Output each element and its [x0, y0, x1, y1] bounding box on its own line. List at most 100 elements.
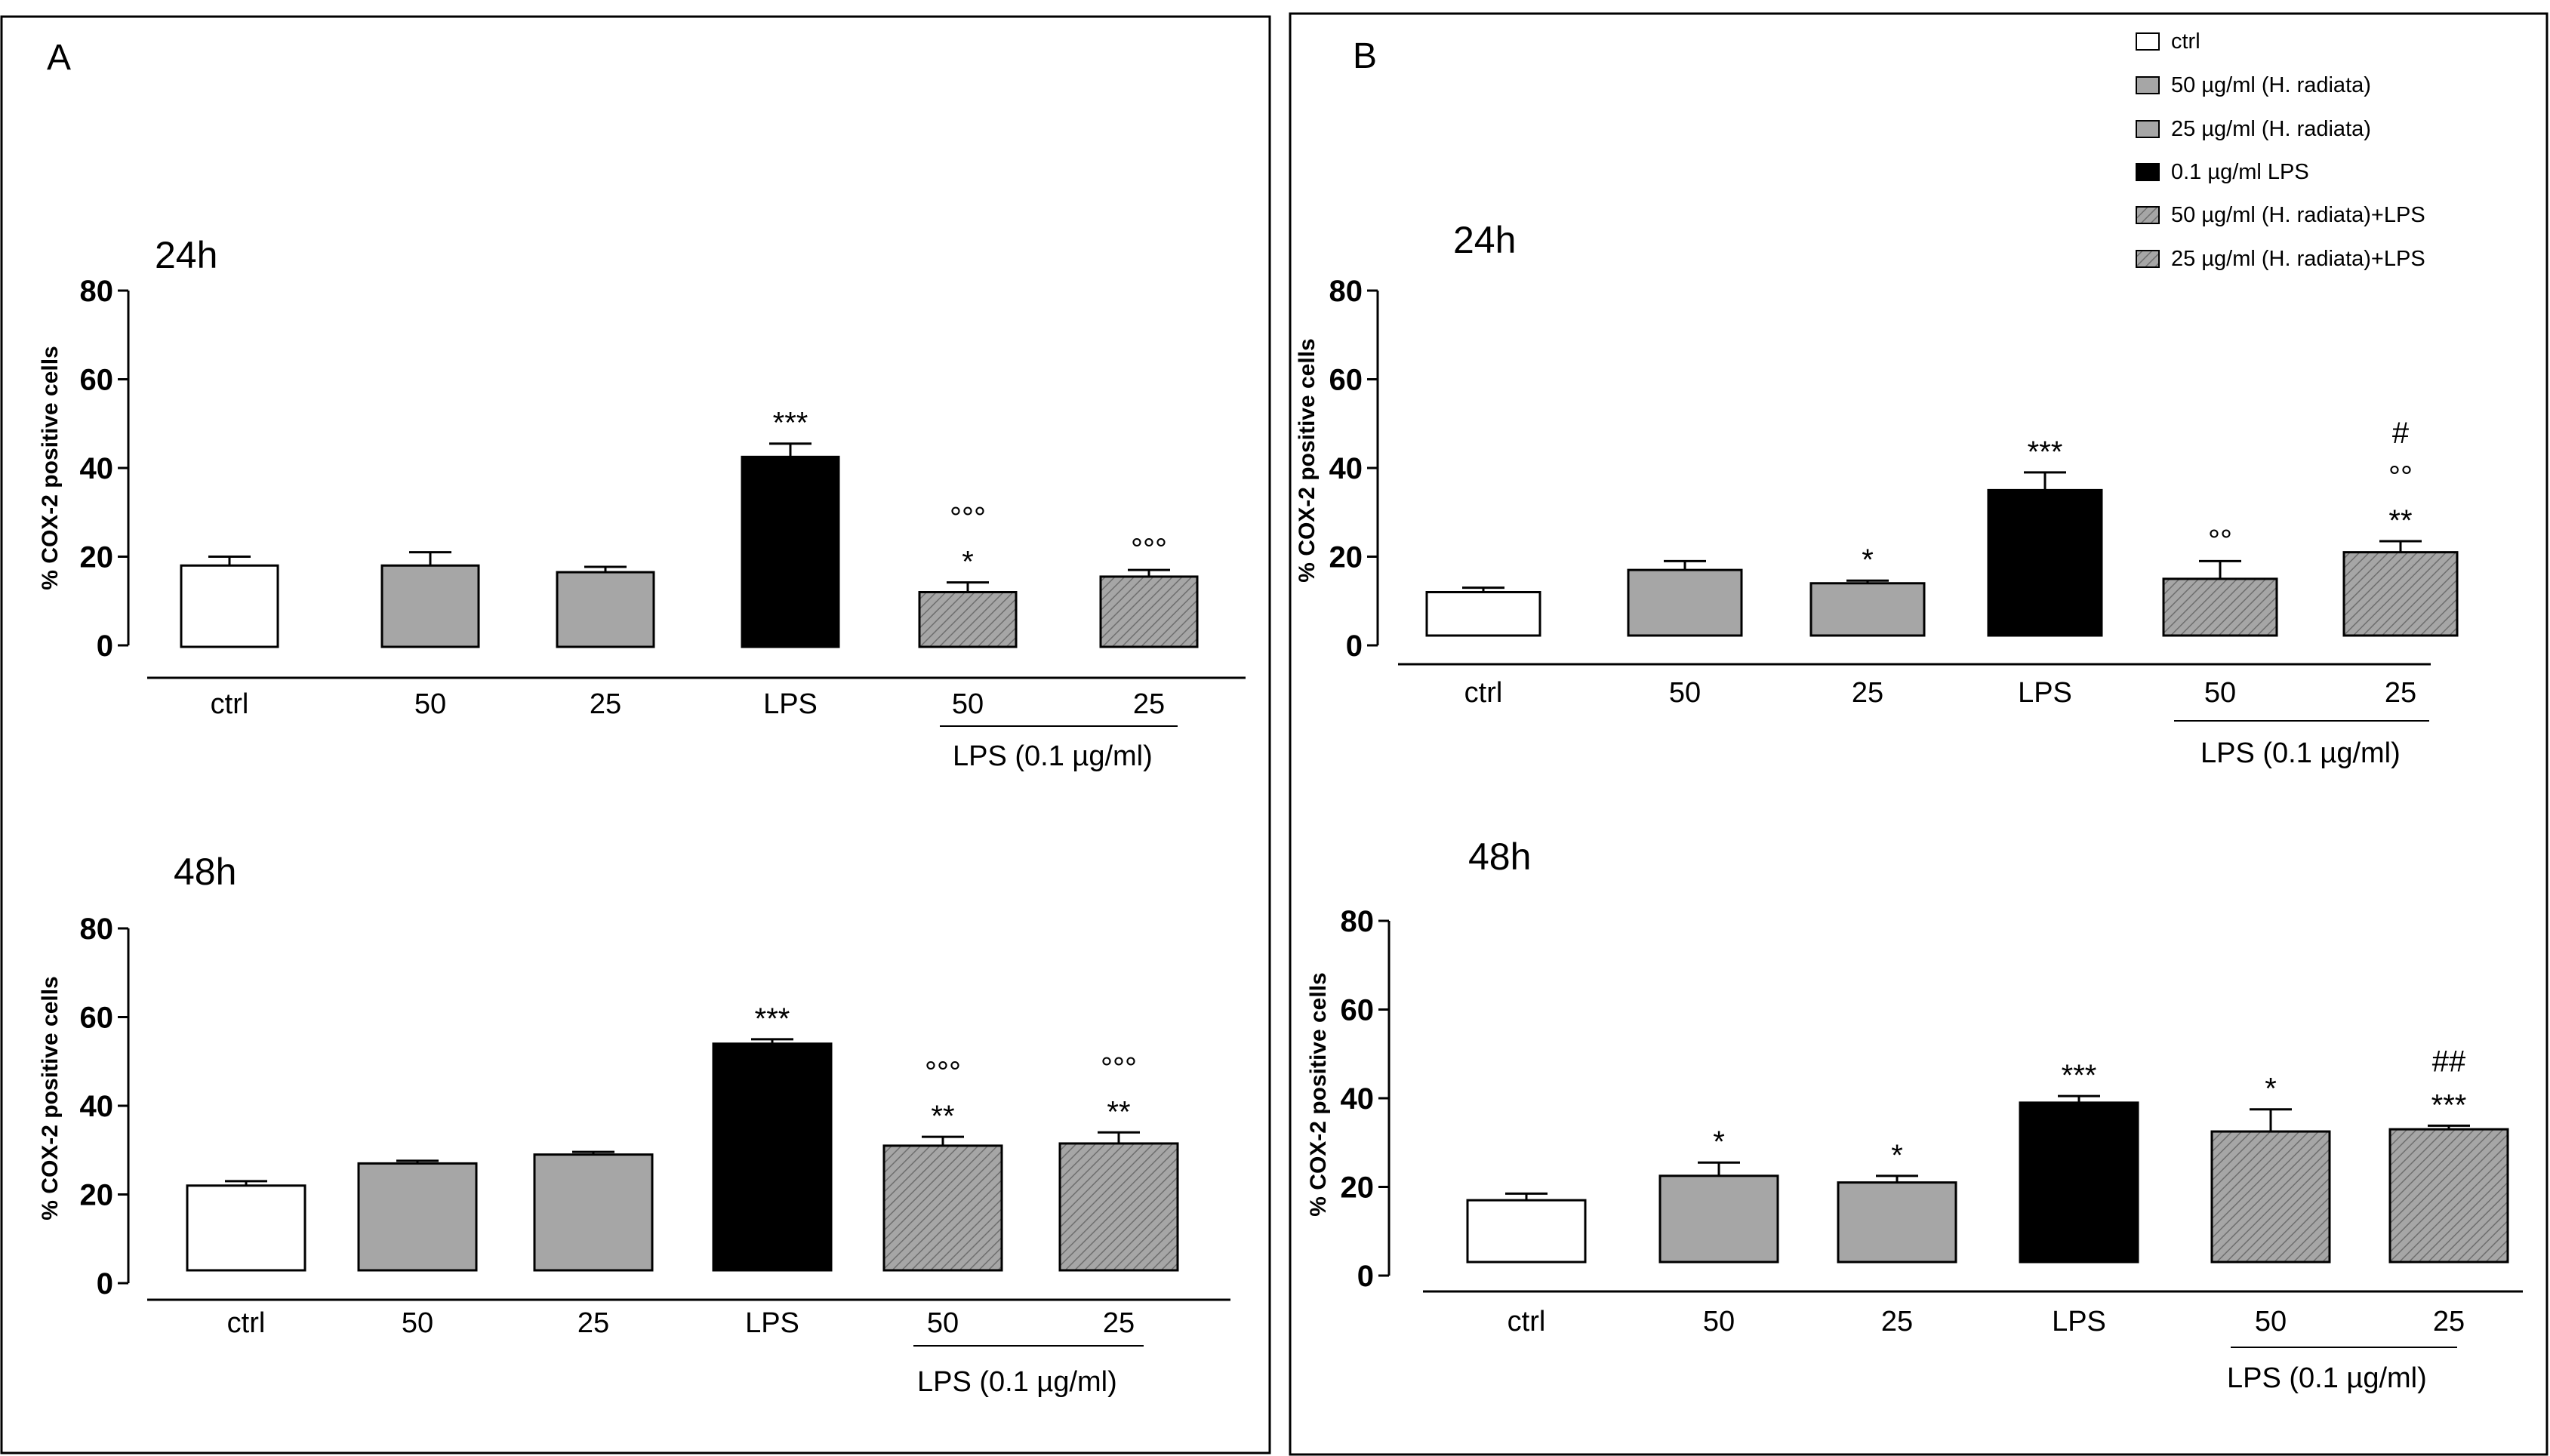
bar	[1627, 568, 1743, 637]
chart-a-24h: 24h % COX-2 positive cells 0 20 40 60 80 ctrl 50…	[38, 234, 1246, 772]
legend-label: 50 µg/ml (H. radiata)+LPS	[2171, 203, 2425, 227]
significance-label: *	[1891, 1139, 1903, 1172]
time-label: 48h	[1468, 836, 1531, 878]
legend-swatch	[2136, 163, 2160, 181]
significance-label: **	[2388, 504, 2412, 537]
bar	[1837, 1181, 1957, 1264]
legend-swatch	[2136, 76, 2160, 94]
significance-label: *	[1862, 543, 1874, 577]
x-tick-label: ctrl	[211, 688, 249, 720]
legend-swatch	[2136, 32, 2160, 51]
group-label: LPS (0.1 µg/ml)	[953, 740, 1153, 772]
time-label: 48h	[174, 851, 236, 893]
bar	[357, 1162, 478, 1272]
x-tick-label: 50	[1703, 1306, 1735, 1337]
legend-swatch	[2136, 206, 2160, 224]
panel-b-frame	[1289, 12, 2548, 1456]
chart-b-24h: 24h % COX-2 positive cells 0 20 40 60 80 ctrl 50…	[1295, 219, 2459, 769]
group-label: LPS (0.1 µg/ml)	[2227, 1362, 2427, 1394]
x-tick-label: 25	[2433, 1306, 2465, 1337]
x-tick-label: LPS	[745, 1307, 799, 1339]
x-tick-label: LPS	[763, 688, 818, 720]
x-tick-label: 25	[1852, 677, 1883, 709]
y-tick-label: 60	[80, 364, 114, 397]
bar	[2342, 551, 2459, 637]
chart-b-48h: 48h % COX-2 positive cells 0 20 40 60 80 ctrl 50…	[1306, 836, 2523, 1394]
y-tick-label: 60	[1341, 994, 1375, 1027]
panel-a-frame	[0, 15, 1271, 1454]
y-tick-label: 20	[80, 541, 114, 574]
x-tick-label: LPS	[2018, 677, 2072, 709]
y-tick-label: 80	[80, 275, 114, 308]
bar	[1099, 575, 1199, 648]
bar	[1809, 582, 1926, 637]
legend-label: 25 µg/ml (H. radiata)	[2171, 117, 2371, 141]
bar	[2388, 1128, 2509, 1264]
significance-label: °°°	[1131, 533, 1167, 566]
bar	[882, 1144, 1003, 1272]
charts: 24h % COX-2 positive cells 0 20 40 60 80 ctrl 50…	[38, 219, 2523, 1398]
panel-b-letter: B	[1353, 36, 1377, 76]
y-tick-label: 20	[80, 1179, 114, 1212]
significance-label: ***	[773, 407, 808, 440]
significance-label: °°	[2388, 460, 2413, 494]
significance-label: #	[2392, 417, 2410, 450]
panel-a-letter: A	[47, 38, 71, 78]
legend: ctrl 50 µg/ml (H. radiata) 25 µg/ml (H. ra…	[2136, 29, 2425, 271]
x-tick-label: 25	[577, 1307, 609, 1339]
bar	[2210, 1130, 2331, 1264]
legend-swatch	[2136, 250, 2160, 268]
x-tick-label: 25	[2385, 677, 2416, 709]
bar	[1987, 488, 2103, 637]
y-axis-label: % COX-2 positive cells	[1306, 972, 1331, 1216]
significance-label: °°°	[1101, 1051, 1137, 1085]
y-tick-label: 40	[1341, 1082, 1375, 1116]
significance-label: **	[931, 1100, 954, 1133]
significance-label: *	[1713, 1125, 1725, 1159]
y-axis-label: % COX-2 positive cells	[1295, 338, 1320, 582]
y-tick-label: 20	[1329, 541, 1363, 574]
y-tick-label: 40	[1329, 452, 1363, 485]
bar	[741, 455, 840, 648]
bar	[1466, 1199, 1587, 1264]
y-tick-label: 0	[97, 1267, 113, 1301]
legend-label: 50 µg/ml (H. radiata)	[2171, 73, 2371, 97]
legend-swatch	[2136, 120, 2160, 138]
x-tick-label: 50	[927, 1307, 959, 1339]
x-tick-label: 25	[1881, 1306, 1913, 1337]
significance-label: ***	[2431, 1088, 2467, 1122]
y-tick-label: 60	[80, 1002, 114, 1035]
y-tick-label: 40	[80, 1090, 114, 1123]
x-tick-label: 50	[402, 1307, 433, 1339]
bar	[2019, 1101, 2139, 1264]
bar	[180, 564, 279, 648]
significance-label: ##	[2432, 1045, 2466, 1078]
x-tick-label: 50	[2204, 677, 2236, 709]
bar	[918, 591, 1018, 648]
x-tick-label: 50	[2255, 1306, 2287, 1337]
y-tick-label: 80	[1329, 275, 1363, 308]
bar	[556, 571, 655, 648]
x-tick-label: 25	[1103, 1307, 1135, 1339]
bar	[533, 1153, 654, 1272]
y-tick-label: 20	[1341, 1171, 1375, 1205]
y-tick-label: 0	[1357, 1260, 1374, 1293]
time-label: 24h	[1453, 219, 1516, 261]
significance-label: ***	[2028, 436, 2063, 469]
significance-label: ***	[755, 1002, 790, 1036]
significance-label: °°°	[925, 1056, 961, 1089]
x-tick-label: 25	[1133, 688, 1165, 720]
y-tick-label: 0	[97, 629, 113, 663]
bar	[2162, 577, 2278, 637]
y-tick-label: 0	[1346, 629, 1363, 663]
x-tick-label: ctrl	[227, 1307, 266, 1339]
group-label: LPS (0.1 µg/ml)	[917, 1366, 1117, 1398]
x-tick-label: 50	[1669, 677, 1701, 709]
bar	[1425, 591, 1541, 637]
significance-label: °°°	[950, 502, 986, 535]
y-tick-label: 60	[1329, 364, 1363, 397]
legend-label: ctrl	[2171, 29, 2200, 54]
significance-label: ***	[2062, 1059, 2097, 1092]
x-tick-label: LPS	[2052, 1306, 2106, 1337]
